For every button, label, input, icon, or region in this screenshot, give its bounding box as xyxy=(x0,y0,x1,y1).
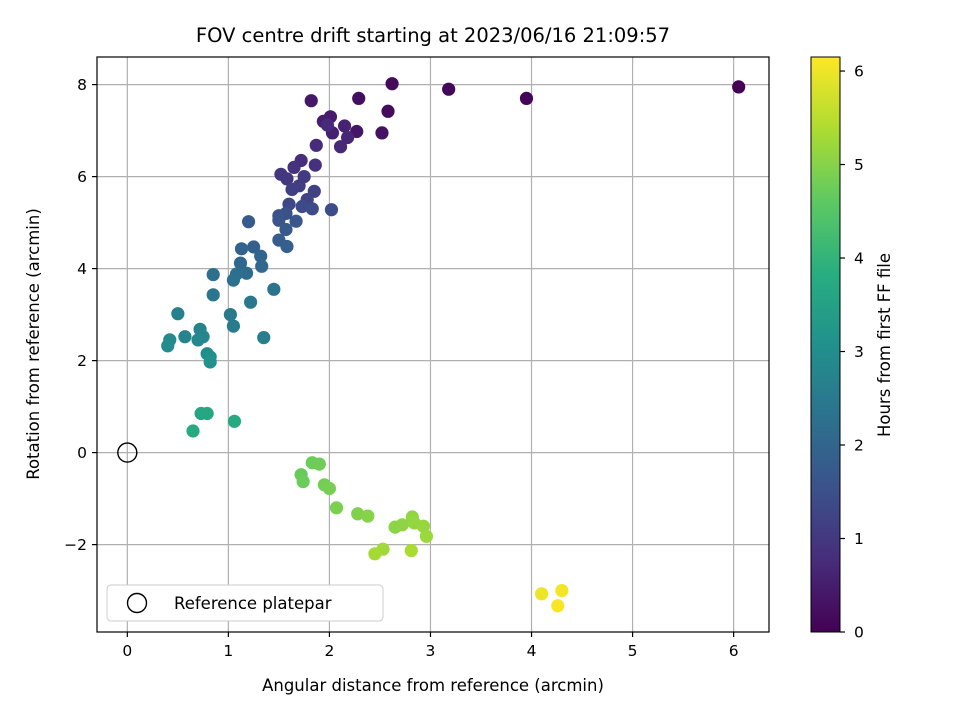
data-point xyxy=(233,256,248,270)
data-point xyxy=(419,529,434,543)
data-point xyxy=(416,519,430,533)
legend: Reference platepar xyxy=(106,584,384,622)
legend-box xyxy=(106,584,384,622)
reference-platepar-marker xyxy=(117,442,138,463)
data-point xyxy=(255,259,269,273)
data-point xyxy=(329,501,344,515)
y-tick-label: 6 xyxy=(77,168,87,186)
colorbar-tick-label: 1 xyxy=(854,530,864,548)
y-axis-label: Rotation from reference (arcmin) xyxy=(24,208,43,480)
y-axis-ticks: −2 0 2 4 6 8 xyxy=(64,76,97,554)
data-point xyxy=(226,273,241,287)
x-tick-label: 2 xyxy=(324,642,334,660)
x-axis-ticks: 0 1 2 3 4 5 6 xyxy=(122,632,739,660)
legend-label: Reference platepar xyxy=(174,594,332,613)
data-point xyxy=(279,222,293,237)
data-point xyxy=(227,414,242,428)
data-point xyxy=(280,239,294,254)
data-point xyxy=(312,457,326,471)
data-point xyxy=(287,160,301,174)
data-point xyxy=(368,547,382,561)
y-tick-label: −2 xyxy=(64,536,87,554)
chart-title: FOV centre drift starting at 2023/06/16 … xyxy=(196,24,670,47)
x-tick-label: 1 xyxy=(223,642,233,660)
data-point xyxy=(244,295,258,309)
data-point xyxy=(191,333,205,347)
x-tick-label: 5 xyxy=(628,642,638,660)
data-point xyxy=(322,481,337,496)
data-point xyxy=(535,587,549,601)
x-tick-label: 6 xyxy=(729,642,739,660)
data-point xyxy=(247,240,261,254)
colorbar-tick-label: 6 xyxy=(854,63,864,81)
y-tick-label: 4 xyxy=(77,260,87,278)
data-point xyxy=(519,91,534,105)
data-point xyxy=(395,518,409,532)
legend-reference-marker xyxy=(126,592,148,614)
data-point xyxy=(239,266,254,280)
colorbar-tick-label: 0 xyxy=(854,624,864,642)
x-tick-label: 0 xyxy=(122,642,132,660)
y-tick-label: 2 xyxy=(77,352,87,370)
colorbar-tick-label: 4 xyxy=(854,250,864,268)
data-point xyxy=(381,104,395,118)
data-point xyxy=(206,288,220,302)
data-point xyxy=(308,158,322,172)
data-point xyxy=(295,199,309,214)
data-point xyxy=(351,507,365,521)
data-points xyxy=(161,77,746,613)
data-point xyxy=(442,82,456,96)
data-point xyxy=(304,94,318,108)
data-point xyxy=(404,543,418,558)
x-tick-label: 3 xyxy=(426,642,436,660)
data-point xyxy=(305,202,319,216)
data-point xyxy=(289,214,303,228)
data-point xyxy=(309,138,323,152)
data-point xyxy=(226,319,241,333)
data-point xyxy=(333,140,348,154)
data-point xyxy=(285,182,299,197)
data-point xyxy=(272,213,286,227)
data-point xyxy=(385,77,399,91)
data-point xyxy=(234,242,249,256)
colorbar-tick-label: 2 xyxy=(854,437,864,455)
reference-marker xyxy=(117,442,138,463)
data-point xyxy=(352,91,366,105)
data-point xyxy=(223,308,237,322)
data-point xyxy=(267,282,281,296)
data-point xyxy=(320,118,334,132)
data-point xyxy=(324,203,339,217)
colorbar xyxy=(810,56,841,633)
y-tick-label: 0 xyxy=(77,444,87,462)
data-point xyxy=(241,215,256,229)
colorbar-ticks: 0 1 2 3 4 5 6 xyxy=(840,63,864,642)
data-point xyxy=(551,599,565,613)
x-axis-label: Angular distance from reference (arcmin) xyxy=(262,676,604,695)
plot-frame xyxy=(96,56,770,633)
x-tick-label: 4 xyxy=(527,642,537,660)
data-point xyxy=(200,406,214,421)
data-point xyxy=(296,474,310,489)
data-point xyxy=(161,339,175,353)
data-point xyxy=(206,267,220,282)
y-tick-label: 8 xyxy=(77,76,87,94)
data-point xyxy=(732,80,746,94)
data-point xyxy=(280,172,294,186)
colorbar-tick-label: 3 xyxy=(854,343,864,361)
data-point xyxy=(186,424,200,438)
data-point xyxy=(361,509,375,523)
data-point xyxy=(341,130,355,145)
data-point xyxy=(254,249,268,263)
data-point xyxy=(203,355,217,369)
data-point xyxy=(171,307,185,321)
data-point xyxy=(375,126,389,140)
data-point xyxy=(337,119,352,133)
data-point xyxy=(178,330,192,344)
data-point xyxy=(257,331,271,345)
data-point xyxy=(555,584,569,598)
grid-lines xyxy=(97,57,769,632)
colorbar-tick-label: 5 xyxy=(854,156,864,174)
colorbar-label: Hours from first FF file xyxy=(875,253,894,437)
